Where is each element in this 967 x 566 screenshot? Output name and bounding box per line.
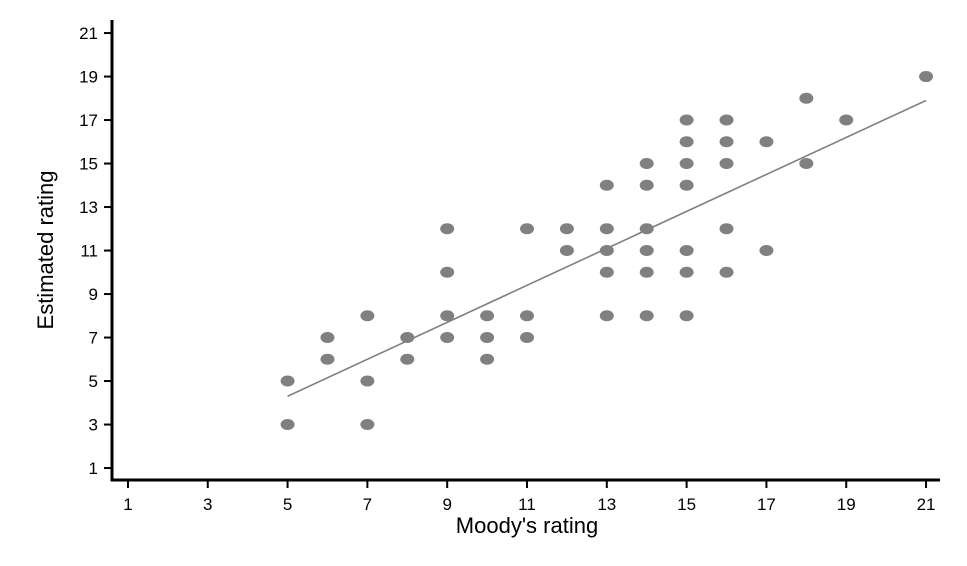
y-tick-label: 11 (80, 242, 98, 261)
data-point (639, 179, 654, 191)
data-point (679, 179, 694, 191)
y-tick-label: 7 (89, 329, 98, 348)
data-point (839, 114, 854, 126)
data-point (440, 223, 455, 235)
x-tick-label: 7 (363, 495, 372, 514)
x-axis-title: Moody's rating (456, 513, 598, 538)
data-point (679, 245, 694, 257)
data-point (440, 310, 455, 322)
x-tick-label: 9 (442, 495, 451, 514)
y-tick-label: 9 (89, 285, 98, 304)
data-point (759, 136, 774, 148)
data-point (679, 136, 694, 148)
y-tick-label: 1 (89, 459, 98, 478)
x-tick-label: 21 (917, 495, 936, 514)
x-tick-label: 19 (837, 495, 856, 514)
y-axis-title: Estimated rating (33, 171, 58, 330)
data-point (480, 332, 495, 344)
data-point (799, 92, 814, 104)
x-tick-label: 3 (203, 495, 212, 514)
data-point (400, 353, 415, 365)
data-point (639, 245, 654, 257)
y-tick-label: 3 (89, 416, 98, 435)
x-tick-label: 5 (283, 495, 292, 514)
y-tick-label: 13 (79, 198, 98, 217)
data-point (679, 266, 694, 278)
data-point (639, 223, 654, 235)
data-point (559, 245, 574, 257)
data-point (719, 266, 734, 278)
data-point (679, 114, 694, 126)
data-point (719, 136, 734, 148)
data-point (759, 245, 774, 257)
data-point (599, 245, 614, 257)
data-point (559, 223, 574, 235)
data-point (719, 114, 734, 126)
data-point (519, 332, 534, 344)
data-point (360, 419, 375, 431)
y-tick-label: 5 (89, 372, 98, 391)
x-axis-ticks: 1 3 5 7 9 11 13 15 17 19 21 (123, 480, 935, 514)
x-tick-label: 13 (597, 495, 616, 514)
data-point (599, 179, 614, 191)
data-point (599, 223, 614, 235)
y-tick-label: 19 (79, 68, 98, 87)
data-point (799, 158, 814, 170)
data-point (400, 332, 415, 344)
data-point (519, 223, 534, 235)
axes (110, 20, 940, 482)
data-point (440, 266, 455, 278)
y-tick-label: 21 (79, 24, 98, 43)
data-point (280, 419, 295, 431)
data-point (919, 71, 934, 83)
y-tick-label: 15 (79, 155, 98, 174)
y-tick-label: 17 (79, 111, 98, 130)
data-point (480, 310, 495, 322)
scatter-points (280, 71, 934, 431)
data-point (639, 310, 654, 322)
x-tick-label: 1 (123, 495, 132, 514)
data-point (360, 310, 375, 322)
data-point (679, 310, 694, 322)
data-point (280, 375, 295, 387)
data-point (480, 353, 495, 365)
data-point (599, 310, 614, 322)
data-point (639, 158, 654, 170)
data-point (320, 353, 335, 365)
x-tick-label: 15 (677, 495, 696, 514)
data-point (599, 266, 614, 278)
data-point (440, 332, 455, 344)
data-point (320, 332, 335, 344)
data-point (360, 375, 375, 387)
data-point (639, 266, 654, 278)
data-point (719, 223, 734, 235)
data-point (519, 310, 534, 322)
data-point (719, 158, 734, 170)
x-tick-label: 11 (518, 495, 536, 514)
x-tick-label: 17 (757, 495, 776, 514)
data-point (679, 158, 694, 170)
